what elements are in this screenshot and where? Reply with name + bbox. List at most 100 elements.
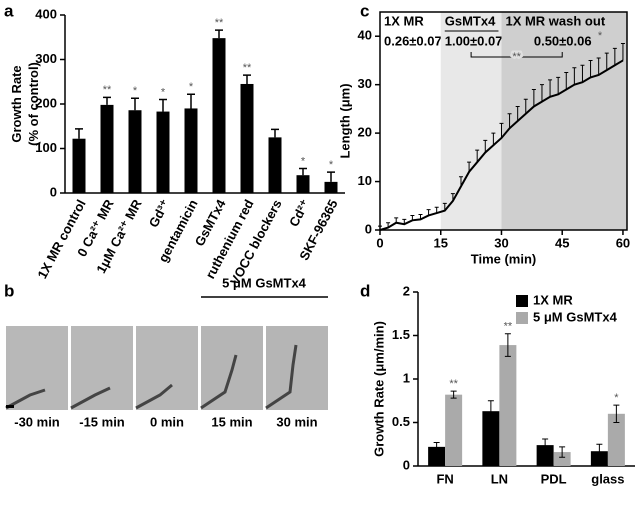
panel-b-images	[5, 296, 328, 410]
error-bar	[515, 105, 520, 121]
frame-time: -30 min	[14, 414, 60, 429]
significance: **	[103, 84, 112, 96]
error-bar	[299, 167, 307, 176]
error-bar	[572, 67, 577, 85]
phase-name: GsMTx4	[445, 13, 496, 28]
panel-letter: c	[360, 1, 369, 20]
y-tick-label: 300	[35, 51, 57, 66]
y-tick-label: 0	[50, 184, 57, 199]
y-tick-label: 0.5	[392, 414, 410, 429]
phase-name: 1X MR wash out	[505, 13, 605, 28]
comparison-significance: **	[512, 51, 521, 63]
frame-time: 0 min	[150, 414, 184, 429]
error-bar	[556, 76, 561, 95]
line	[379, 59, 624, 231]
error-bar	[559, 446, 566, 458]
plot-frame	[379, 11, 628, 231]
phase-band	[380, 12, 441, 230]
x-tick-label: Gd³⁺	[146, 197, 173, 230]
x-tick-label: 15	[434, 235, 448, 250]
error-bar	[103, 96, 111, 105]
error-bar	[539, 84, 544, 102]
significance: *	[598, 30, 603, 42]
error-bar	[131, 97, 139, 111]
x-tick-label: FN	[436, 471, 453, 486]
bar	[212, 38, 226, 193]
frame-time: -15 min	[79, 414, 125, 429]
neurite	[5, 344, 298, 410]
error-bar	[491, 132, 496, 146]
error-bar	[327, 171, 335, 182]
x-tick-label: LN	[491, 471, 508, 486]
y-axis-label: Growth Rate (% of control)	[9, 62, 41, 146]
significance: **	[215, 17, 224, 29]
error-bar	[548, 79, 553, 97]
x-tick-label: 0	[376, 235, 383, 250]
bar	[156, 111, 170, 193]
error-bar	[531, 89, 536, 107]
y-axis-label-line: (% of control)	[26, 62, 41, 146]
error-bar	[475, 149, 480, 163]
legend-swatch	[516, 295, 528, 307]
image-frame	[266, 326, 328, 410]
bar	[445, 394, 463, 466]
phase-name: 1X MR	[384, 13, 424, 28]
error-bar	[75, 128, 83, 139]
frame-time: 15 min	[211, 414, 252, 429]
bar	[553, 452, 571, 466]
error-bar	[596, 443, 603, 459]
bar	[184, 108, 198, 193]
error-bar	[159, 98, 167, 112]
y-tick-label: 400	[35, 6, 57, 21]
bar	[536, 445, 554, 466]
error-bar	[564, 72, 569, 90]
x-tick-label: 45	[555, 235, 569, 250]
y-tick-label: 1.5	[392, 327, 410, 342]
x-tick-label: Cd²⁺	[286, 197, 313, 229]
error-bar	[620, 42, 625, 61]
significance: **	[243, 62, 252, 74]
phase-rate: 0.50±0.06	[534, 33, 592, 48]
y-axis-label-line: Growth Rate	[9, 65, 24, 142]
y-tick-label: 10	[358, 173, 372, 188]
bar	[324, 181, 338, 193]
error-bar	[612, 47, 617, 66]
scale-bar	[6, 405, 14, 408]
significance: **	[449, 378, 458, 390]
significance: **	[504, 321, 513, 333]
error-bar	[507, 113, 512, 129]
phase-rate: 0.26±0.07	[384, 33, 442, 48]
legend-swatch	[516, 312, 528, 324]
image-frame	[71, 326, 133, 410]
panel-letter: a	[4, 1, 14, 20]
error-bar	[187, 93, 195, 109]
y-tick-label: 20	[358, 125, 372, 140]
frame-time: 30 min	[276, 414, 317, 429]
error-bar	[588, 59, 593, 78]
phase-band	[440, 12, 502, 230]
image-frame	[136, 326, 198, 410]
error-bar	[467, 161, 472, 172]
y-tick-label: 0	[403, 457, 410, 472]
y-tick-label: 30	[358, 76, 372, 91]
y-tick-label: 100	[35, 140, 57, 155]
error-bar	[580, 64, 585, 83]
significance: *	[189, 81, 194, 93]
x-tick-label: 30	[494, 235, 508, 250]
y-tick-label: 200	[35, 95, 57, 110]
significance: *	[329, 159, 334, 171]
x-tick-label: glass	[591, 471, 624, 486]
bar	[482, 411, 500, 466]
bar	[268, 137, 282, 193]
bar	[100, 104, 114, 193]
error-bar	[243, 74, 251, 84]
error-bar	[613, 404, 620, 423]
error-bar	[215, 29, 223, 39]
error-bar	[271, 128, 279, 138]
bar	[499, 345, 517, 466]
bar	[72, 138, 86, 193]
x-tick-label: 60	[616, 235, 630, 250]
error-bar	[450, 390, 457, 399]
